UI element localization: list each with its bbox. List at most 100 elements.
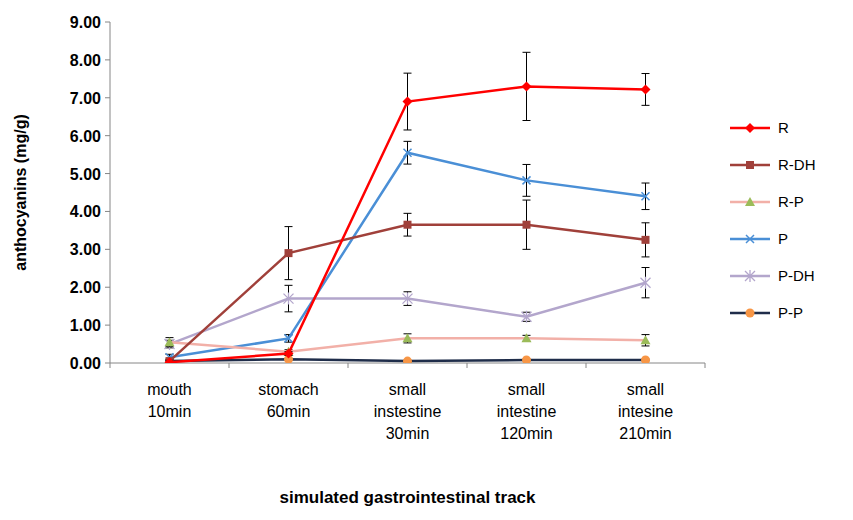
y-tick bbox=[105, 22, 110, 23]
y-tick bbox=[105, 173, 110, 174]
x-tick-label-line: stomach bbox=[258, 381, 318, 398]
error-bar bbox=[642, 223, 650, 257]
error-bar bbox=[523, 200, 531, 249]
y-tick bbox=[105, 59, 110, 60]
y-axis bbox=[110, 22, 111, 363]
legend-label: R bbox=[778, 119, 789, 136]
series-line bbox=[170, 283, 646, 344]
point bbox=[284, 293, 294, 305]
series-line bbox=[170, 86, 646, 362]
point bbox=[285, 249, 293, 257]
y-tick-label: 9.00 bbox=[70, 14, 101, 31]
y-tick-label: 5.00 bbox=[70, 166, 101, 183]
y-tick-label: 0.00 bbox=[70, 355, 101, 372]
point bbox=[641, 335, 651, 344]
x-tick-label: stomach 60min bbox=[258, 381, 318, 420]
legend-marker bbox=[746, 309, 755, 318]
x-band-tick bbox=[229, 363, 230, 368]
x-tick-label-line: mouth bbox=[147, 381, 191, 398]
point bbox=[523, 176, 531, 184]
chart: 0.001.002.003.004.005.006.007.008.009.00… bbox=[0, 0, 853, 520]
y-tick-label: 7.00 bbox=[70, 90, 101, 107]
y-tick bbox=[105, 97, 110, 98]
point bbox=[404, 149, 412, 157]
point bbox=[403, 97, 413, 107]
error-bar bbox=[404, 73, 412, 130]
legend-marker bbox=[745, 197, 755, 206]
y-tick-label: 2.00 bbox=[70, 279, 101, 296]
x-tick-label: small intestine 120min bbox=[497, 381, 557, 442]
x-tick-label-line: 60min bbox=[267, 403, 311, 420]
point bbox=[522, 333, 532, 342]
legend-marker bbox=[745, 123, 755, 133]
legend-marker bbox=[746, 235, 754, 243]
point bbox=[403, 333, 413, 342]
y-tick-label: 1.00 bbox=[70, 317, 101, 334]
point bbox=[165, 357, 175, 363]
y-tick bbox=[105, 135, 110, 136]
x-tick-label-line: 30min bbox=[386, 425, 430, 442]
x-axis-title: simulated gastrointestinal track bbox=[279, 488, 536, 507]
point bbox=[522, 81, 532, 91]
y-tick-label: 3.00 bbox=[70, 241, 101, 258]
x-tick-label-line: intestine bbox=[497, 403, 557, 420]
legend-label: P-DH bbox=[778, 267, 815, 284]
point bbox=[523, 221, 531, 229]
x-tick-label-line: 210min bbox=[619, 425, 671, 442]
legend-label: P-P bbox=[778, 304, 803, 321]
point bbox=[165, 337, 175, 346]
x-tick-label: mouth10min bbox=[147, 381, 191, 420]
series-line bbox=[170, 225, 646, 361]
x-band-tick bbox=[110, 363, 111, 368]
point bbox=[642, 192, 650, 200]
legend-marker bbox=[745, 270, 755, 282]
point bbox=[284, 349, 294, 359]
series bbox=[166, 200, 650, 363]
point bbox=[403, 357, 412, 363]
x-tick-label-line: instestine bbox=[374, 403, 442, 420]
x-band-tick bbox=[705, 363, 706, 368]
legend-marker bbox=[746, 161, 754, 169]
y-tick bbox=[105, 287, 110, 288]
error-bar bbox=[642, 74, 650, 106]
series bbox=[165, 333, 651, 355]
error-bar bbox=[285, 227, 293, 280]
point bbox=[642, 236, 650, 244]
error-bar bbox=[404, 213, 412, 236]
x-tick-label-line: small bbox=[627, 381, 664, 398]
series bbox=[166, 141, 650, 361]
point bbox=[285, 334, 293, 342]
legend-label: R-P bbox=[778, 193, 804, 210]
x-tick-label-line: 120min bbox=[500, 425, 552, 442]
series-line bbox=[170, 153, 646, 358]
point bbox=[165, 338, 175, 350]
y-tick bbox=[105, 249, 110, 250]
y-axis-title: anthocyanins (mg/g) bbox=[12, 114, 29, 270]
x-tick-label: small intesine 210min bbox=[618, 381, 673, 442]
legend: R R-DH R-P P P-DH P-P bbox=[730, 119, 816, 321]
x-tick-label-line: small bbox=[508, 381, 545, 398]
legend-label: R-DH bbox=[778, 156, 816, 173]
series bbox=[165, 52, 651, 363]
point bbox=[404, 221, 412, 229]
point bbox=[641, 355, 650, 363]
point bbox=[522, 311, 532, 323]
plot-area bbox=[165, 52, 651, 363]
point bbox=[641, 84, 651, 94]
x-tick-label-line: small bbox=[389, 381, 426, 398]
y-tick-label: 8.00 bbox=[70, 52, 101, 69]
y-tick bbox=[105, 325, 110, 326]
x-tick-label-line: intesine bbox=[618, 403, 673, 420]
x-band-tick bbox=[348, 363, 349, 368]
point bbox=[522, 355, 531, 363]
y-tick-label: 4.00 bbox=[70, 203, 101, 220]
series bbox=[165, 268, 651, 351]
x-band-tick bbox=[467, 363, 468, 368]
error-bar bbox=[523, 52, 531, 120]
x-band-tick bbox=[586, 363, 587, 368]
legend-label: P bbox=[778, 230, 788, 247]
x-tick-label: small instestine 30min bbox=[374, 381, 442, 442]
point bbox=[641, 277, 651, 289]
series bbox=[165, 355, 650, 363]
y-tick bbox=[105, 211, 110, 212]
